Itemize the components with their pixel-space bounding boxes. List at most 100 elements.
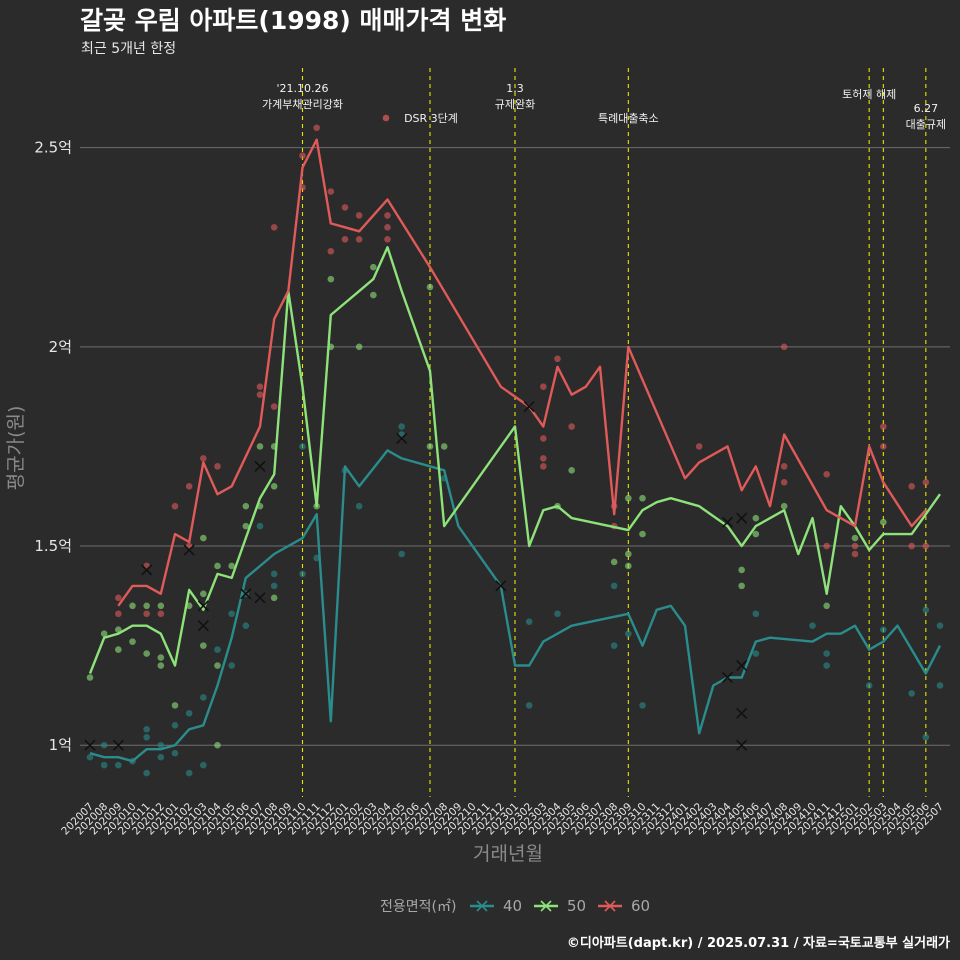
legend-key-cross-50	[540, 900, 552, 912]
y-tick-label: 1.5억	[34, 537, 72, 555]
scatter-point-50	[327, 275, 335, 283]
scatter-point-50	[610, 558, 618, 566]
scatter-point-40	[398, 423, 405, 430]
scatter-point-50	[752, 530, 760, 538]
scatter-point-60	[171, 502, 179, 510]
scatter-point-50	[851, 534, 859, 542]
scatter-point-60	[256, 383, 264, 390]
scatter-point-40	[299, 443, 306, 450]
scatter-point-50	[823, 602, 830, 610]
scatter-point-40	[143, 733, 150, 741]
scatter-point-40	[880, 626, 887, 633]
scatter-point-60	[157, 610, 165, 618]
scatter-point-40	[823, 650, 830, 657]
scatter-point-40	[554, 610, 561, 618]
scatter-point-50	[738, 566, 745, 574]
cross-marker-60	[254, 460, 266, 472]
scatter-point-50	[115, 646, 122, 653]
scatter-point-50	[780, 502, 788, 510]
scatter-point-50	[370, 263, 377, 271]
event-label: DSR 3단계	[404, 112, 458, 125]
scatter-point-40	[100, 741, 108, 749]
scatter-point-60	[554, 355, 561, 363]
scatter-point-60	[908, 542, 915, 550]
cross-marker-40	[721, 671, 734, 684]
scatter-point-60	[115, 594, 122, 602]
scatter-point-40	[865, 682, 873, 689]
event-label: '21.10.26	[276, 82, 328, 95]
event-label: 6.27	[914, 102, 939, 115]
scatter-point-60	[327, 247, 335, 255]
grid-lines	[80, 147, 950, 746]
scatter-point-50	[214, 662, 221, 669]
scatter-point-60	[540, 463, 547, 470]
scatter-point-60	[823, 542, 830, 550]
chart-title: 갈곶 우림 아파트(1998) 매매가격 변화	[80, 6, 506, 35]
scatter-point-60	[270, 224, 278, 231]
scatter-point-40	[200, 694, 207, 701]
cross-marker-40	[736, 739, 748, 751]
scatter-point-40	[922, 606, 930, 614]
scatter-point-40	[908, 690, 915, 697]
scatter-point-40	[610, 582, 618, 590]
scatter-point-40	[86, 753, 94, 761]
scatter-point-50	[228, 562, 235, 570]
cross-marker-40	[254, 592, 266, 604]
data-marks	[84, 124, 944, 777]
scatter-point-60	[780, 343, 788, 351]
y-axis-ticks: 1억 1.5억 2억 2.5억	[34, 139, 72, 755]
event-label: 규제완화	[495, 98, 535, 111]
scatter-point-40	[270, 570, 278, 578]
scatter-point-60	[851, 550, 859, 558]
scatter-point-60	[384, 212, 391, 219]
cross-marker-60	[141, 564, 153, 576]
scatter-point-60	[115, 610, 122, 618]
scatter-point-60	[341, 204, 349, 211]
scatter-point-40	[100, 761, 108, 769]
scatter-point-40	[185, 710, 193, 717]
chart-caption: ©디아파트(dapt.kr) / 2025.07.31 / 자료=국토교통부 실…	[567, 935, 950, 951]
scatter-point-60	[880, 443, 887, 450]
legend: 전용면적(㎡) 40 50 60	[380, 897, 650, 915]
scatter-point-50	[270, 482, 278, 490]
scatter-point-50	[568, 467, 575, 474]
scatter-point-40	[228, 610, 235, 618]
scatter-point-40	[398, 550, 405, 558]
scatter-point-50	[625, 494, 632, 502]
scatter-point-60	[823, 471, 830, 478]
event-dot	[382, 114, 390, 122]
scatter-point-50	[270, 594, 278, 602]
event-label: 토허제 해제	[842, 87, 896, 101]
legend-key-cross-40	[476, 900, 488, 912]
scatter-point-60	[313, 124, 320, 132]
scatter-point-60	[270, 403, 278, 410]
scatter-point-40	[752, 610, 760, 618]
cross-marker-50	[197, 600, 209, 612]
y-axis-title: 평균가(원)	[5, 406, 27, 491]
scatter-point-40	[809, 622, 816, 630]
scatter-point-50	[214, 562, 221, 570]
cross-marker-50	[721, 516, 734, 528]
scatter-point-50	[143, 602, 150, 610]
scatter-point-50	[214, 741, 221, 749]
legend-key-cross-60	[604, 900, 616, 912]
scatter-point-40	[752, 650, 760, 657]
scatter-point-50	[625, 550, 632, 558]
scatter-point-50	[200, 642, 207, 649]
scatter-point-60	[540, 435, 547, 442]
chart-subtitle: 최근 5개년 한정	[81, 41, 176, 57]
cross-marker-50	[197, 620, 209, 632]
scatter-point-40	[639, 702, 646, 709]
scatter-point-50	[738, 582, 745, 590]
scatter-point-50	[242, 502, 250, 510]
scatter-point-40	[525, 618, 533, 626]
scatter-point-50	[86, 674, 94, 681]
event-label: 1.3	[506, 82, 524, 95]
scatter-point-50	[157, 654, 165, 661]
scatter-point-60	[384, 235, 391, 243]
scatter-point-50	[639, 494, 646, 502]
